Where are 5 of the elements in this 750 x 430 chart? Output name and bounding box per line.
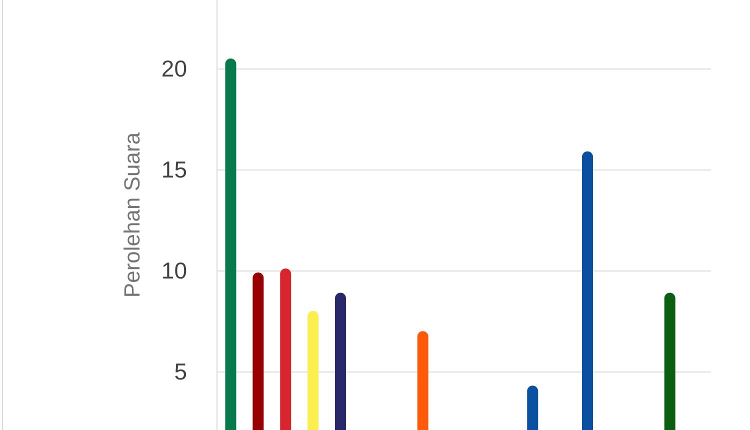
y-axis-title: Perolehan Suara bbox=[120, 132, 144, 298]
y-tick-label: 20 bbox=[161, 56, 187, 82]
y-tick-label: 15 bbox=[161, 156, 187, 183]
y-tick-label: 5 bbox=[174, 358, 187, 384]
y-tick-label: 10 bbox=[161, 258, 187, 284]
